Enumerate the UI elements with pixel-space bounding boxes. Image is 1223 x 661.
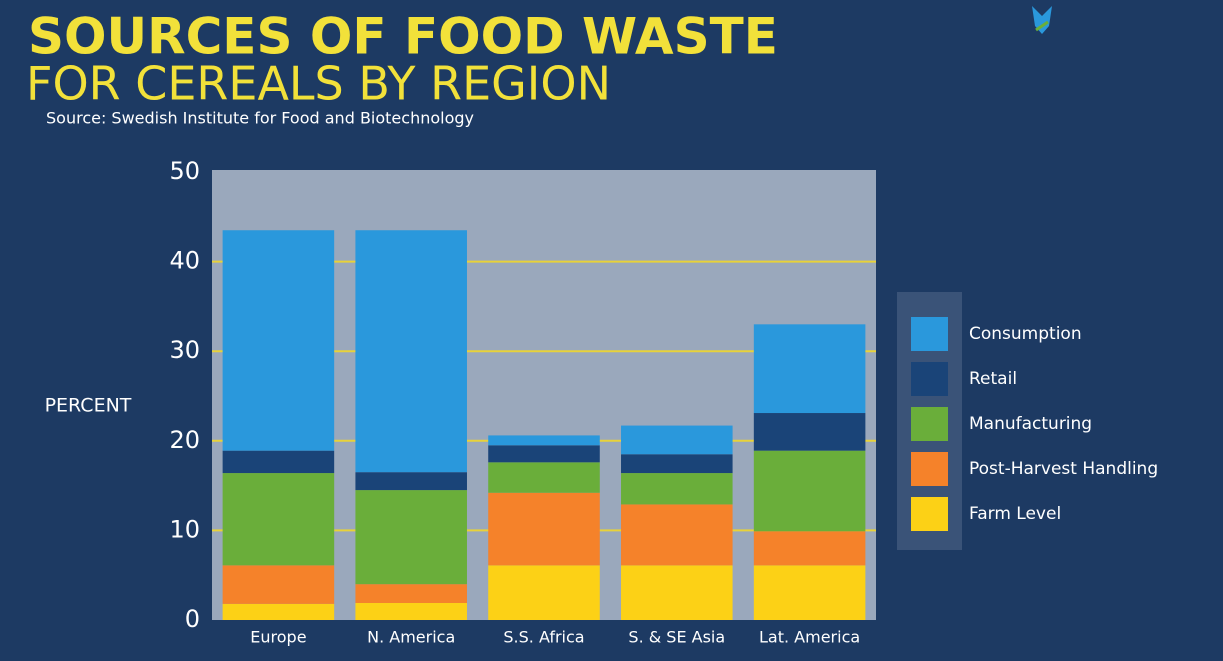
bar-segment — [488, 492, 600, 566]
bar-segment — [488, 445, 600, 463]
y-tick-label: 30 — [169, 336, 200, 364]
bar-segment — [222, 565, 335, 604]
bar-segment — [488, 565, 600, 620]
bar-segment — [753, 565, 866, 620]
legend-swatch — [911, 317, 948, 351]
x-tick-label: N. America — [367, 628, 455, 647]
y-tick-label: 10 — [169, 515, 200, 543]
legend-label: Manufacturing — [969, 414, 1092, 434]
bar-segment — [753, 450, 866, 532]
bar-segment — [222, 230, 335, 451]
x-tick-label: Lat. America — [759, 628, 860, 647]
bar-segment — [222, 603, 335, 620]
legend-swatch — [911, 452, 948, 486]
y-tick-label: 40 — [169, 247, 200, 275]
legend-label: Farm Level — [969, 504, 1061, 524]
bar-segment — [621, 565, 733, 620]
x-tick-label: S. & SE Asia — [628, 628, 725, 647]
legend-label: Consumption — [969, 324, 1082, 344]
y-tick-label: 0 — [185, 605, 200, 633]
bar-segment — [222, 450, 335, 474]
y-axis-label: PERCENT — [45, 395, 132, 417]
bar-segment — [621, 454, 733, 474]
legend-swatch — [911, 362, 948, 396]
bar-segment — [488, 435, 600, 446]
bar-segment — [355, 230, 467, 473]
x-tick-label: Europe — [250, 628, 306, 647]
legend-swatch — [911, 407, 948, 441]
logo — [1032, 6, 1052, 34]
bar-segment — [753, 413, 866, 451]
y-tick-label: 20 — [169, 426, 200, 454]
bar-segment — [355, 472, 467, 491]
bar-segment — [355, 490, 467, 585]
y-tick-label: 50 — [169, 157, 200, 185]
chart-subtitle: FOR CEREALS BY REGION — [26, 57, 611, 111]
legend-label: Retail — [969, 369, 1017, 389]
bar-segment — [222, 473, 335, 566]
bar-segment — [355, 602, 467, 620]
bar-segment — [488, 462, 600, 493]
legend-swatch — [911, 497, 948, 531]
bar-segment — [621, 425, 733, 455]
bar-segment — [753, 531, 866, 566]
source: Source: Swedish Institute for Food and B… — [46, 109, 474, 128]
bar-segment — [753, 324, 866, 414]
bar-segment — [621, 473, 733, 505]
x-tick-label: S.S. Africa — [503, 628, 584, 647]
bar-segment — [355, 584, 467, 603]
bar-segment — [621, 504, 733, 566]
chart-title: SOURCES OF FOOD WASTE — [28, 8, 778, 66]
legend-label: Post-Harvest Handling — [969, 459, 1158, 479]
